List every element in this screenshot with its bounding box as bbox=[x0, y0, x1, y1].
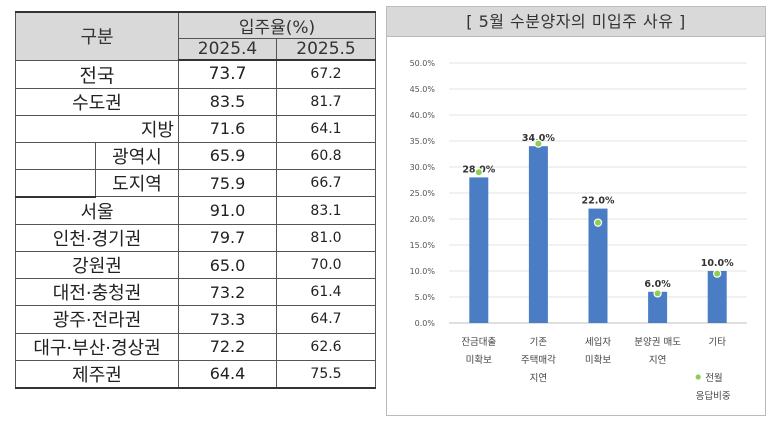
value-period-1: 65.0 bbox=[178, 250, 277, 280]
y-tick-label: 30.0% bbox=[410, 163, 436, 172]
x-tick-label: 기존 bbox=[530, 337, 548, 348]
prev-month-marker bbox=[713, 269, 722, 278]
value-period-1: 71.6 bbox=[178, 114, 277, 143]
region-label: 대구·부산·경상권 bbox=[15, 332, 179, 361]
x-tick-label: 기타 bbox=[708, 337, 726, 348]
table-row: 대구·부산·경상권 72.2 62.6 bbox=[15, 332, 376, 361]
value-period-2: 81.7 bbox=[276, 87, 376, 116]
y-tick-label: 50.0% bbox=[410, 59, 436, 68]
header-metric: 입주율(%) bbox=[178, 11, 376, 39]
y-tick-label: 0.0% bbox=[415, 319, 436, 328]
region-label: 수도권 bbox=[15, 87, 179, 116]
value-period-2: 83.1 bbox=[276, 196, 376, 225]
y-tick-label: 5.0% bbox=[415, 293, 436, 302]
table-row: 수도권 83.5 81.7 bbox=[15, 87, 376, 116]
indent-cell bbox=[15, 169, 96, 198]
chart-title: [ 5월 수분양자의 미입주 사유 ] bbox=[387, 7, 765, 37]
value-period-2: 75.5 bbox=[276, 359, 376, 389]
table-row: 광역시 65.9 60.8 bbox=[15, 141, 376, 171]
value-period-2: 66.7 bbox=[276, 169, 376, 198]
data-label: 10.0% bbox=[701, 258, 734, 269]
region-label: 도지역 bbox=[95, 169, 179, 198]
table-row: 강원권 65.0 70.0 bbox=[15, 250, 376, 280]
value-period-2: 61.4 bbox=[276, 278, 376, 307]
x-tick-label: 지연 bbox=[530, 373, 547, 384]
value-period-1: 72.2 bbox=[178, 332, 277, 361]
value-period-2: 70.0 bbox=[276, 250, 376, 280]
y-tick-label: 45.0% bbox=[410, 85, 436, 94]
region-label: 강원권 bbox=[15, 250, 179, 280]
occupancy-rate-table: 구분 입주율(%) 2025.4 2025.5 전국 73.7 67.2 수도권… bbox=[15, 11, 376, 389]
legend-label: 전월 bbox=[705, 372, 722, 384]
data-label: 6.0% bbox=[644, 279, 671, 290]
region-label: 광역시 bbox=[95, 141, 179, 171]
value-period-2: 64.7 bbox=[276, 305, 376, 334]
value-period-1: 64.4 bbox=[178, 359, 277, 389]
x-tick-label: 미확보 bbox=[466, 354, 492, 366]
region-label: 지방 bbox=[15, 114, 179, 143]
region-label: 인천·경기권 bbox=[15, 223, 179, 252]
x-tick-label: 분양권 매도 bbox=[634, 336, 681, 348]
x-tick-label: 미확보 bbox=[585, 354, 611, 366]
y-tick-label: 35.0% bbox=[410, 137, 436, 146]
value-period-1: 79.7 bbox=[178, 223, 277, 252]
table-row: 광주·전라권 73.3 64.7 bbox=[15, 305, 376, 334]
region-label: 전국 bbox=[15, 59, 179, 89]
bar bbox=[588, 208, 608, 323]
x-tick-label: 주택매각 bbox=[521, 354, 556, 366]
prev-month-marker bbox=[474, 167, 484, 177]
y-tick-label: 25.0% bbox=[410, 189, 436, 198]
header-period-1: 2025.4 bbox=[178, 38, 277, 61]
region-label: 제주권 bbox=[15, 359, 179, 389]
table-row: 서울 91.0 83.1 bbox=[15, 196, 376, 225]
value-period-1: 91.0 bbox=[178, 196, 277, 225]
value-period-2: 81.0 bbox=[276, 223, 376, 252]
bar bbox=[707, 271, 727, 323]
x-tick-label: 지연 bbox=[649, 355, 666, 366]
table-row: 전국 73.7 67.2 bbox=[15, 59, 376, 89]
table-row: 대전·충청권 73.2 61.4 bbox=[15, 278, 376, 307]
value-period-1: 73.3 bbox=[178, 305, 277, 334]
value-period-2: 64.1 bbox=[276, 114, 376, 143]
y-tick-label: 10.0% bbox=[410, 267, 436, 276]
header-period-2: 2025.5 bbox=[276, 38, 376, 61]
prev-month-marker bbox=[593, 218, 603, 227]
bar bbox=[648, 291, 668, 323]
legend-label: 응답비중 bbox=[696, 390, 731, 402]
value-period-1: 75.9 bbox=[178, 169, 277, 198]
prev-month-marker bbox=[534, 139, 543, 148]
region-label: 대전·충청권 bbox=[15, 278, 179, 307]
value-period-1: 83.5 bbox=[178, 87, 277, 116]
x-tick-label: 세입자 bbox=[585, 336, 611, 348]
non-occupancy-reason-chart: [ 5월 수분양자의 미입주 사유 ] 0.0% 5.0% 10.0% 15.0% 20… bbox=[386, 6, 766, 416]
prev-month-marker bbox=[653, 289, 662, 298]
y-tick-label: 40.0% bbox=[410, 111, 436, 120]
region-label: 광주·전라권 bbox=[15, 305, 179, 334]
table-row: 지방 71.6 64.1 bbox=[15, 114, 376, 143]
table-row: 제주권 64.4 75.5 bbox=[15, 359, 376, 389]
legend-marker bbox=[695, 374, 701, 380]
value-period-1: 65.9 bbox=[178, 141, 277, 171]
data-label: 22.0% bbox=[582, 196, 615, 207]
table-row: 인천·경기권 79.7 81.0 bbox=[15, 223, 376, 252]
header-group: 구분 bbox=[15, 11, 179, 61]
value-period-1: 73.2 bbox=[178, 278, 277, 307]
bar bbox=[469, 177, 489, 323]
value-period-2: 67.2 bbox=[276, 59, 376, 89]
y-tick-label: 15.0% bbox=[410, 241, 436, 250]
chart-plot: 0.0% 5.0% 10.0% 15.0% 20.0% 25.0% 30.0% 35.0% 40… bbox=[410, 59, 747, 402]
value-period-2: 62.6 bbox=[276, 332, 376, 361]
indent-cell bbox=[15, 141, 96, 171]
bar bbox=[528, 146, 548, 323]
y-tick-label: 20.0% bbox=[410, 215, 436, 224]
table-row: 도지역 75.9 66.7 bbox=[15, 169, 376, 198]
value-period-2: 60.8 bbox=[276, 141, 376, 171]
region-label: 서울 bbox=[15, 196, 179, 225]
x-tick-label: 잔금대출 bbox=[461, 337, 496, 348]
value-period-1: 73.7 bbox=[178, 59, 277, 89]
data-label: 34.0% bbox=[522, 133, 555, 144]
